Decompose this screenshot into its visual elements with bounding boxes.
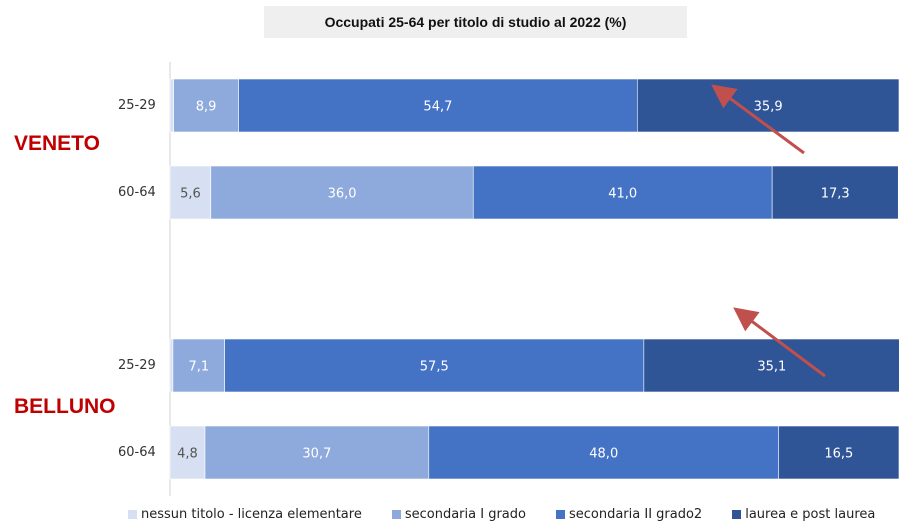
category-label-veneto-25-29: 25-29	[118, 98, 156, 113]
value-label-sec2-1: 41,0	[608, 187, 637, 202]
legend-item-sec1: secondaria I grado	[391, 507, 526, 522]
category-label-belluno-25-29: 25-29	[118, 358, 156, 373]
bar-segment-sec1-3	[204, 425, 430, 480]
bar-segment-nessun-1	[169, 165, 212, 220]
bar-segment-sec2-0	[238, 78, 638, 133]
legend-swatch-laurea	[732, 510, 742, 519]
legend-label-sec2: secondaria II grado2	[568, 507, 703, 522]
value-label-sec1-3: 30,7	[302, 447, 331, 462]
legend-item-nessun: nessun titolo - licenza elementare	[128, 507, 362, 522]
annotation-arrow-belluno	[733, 307, 826, 378]
region-label-belluno: BELLUNO	[14, 395, 116, 418]
value-label-nessun-1: 5,6	[180, 187, 201, 202]
value-label-sec2-0: 54,7	[423, 100, 452, 115]
value-label-laurea-1: 17,3	[821, 187, 850, 202]
bar-segment-sec2-3	[428, 425, 780, 480]
bar-segment-sec1-1	[210, 165, 474, 220]
legend-swatch-nessun	[128, 510, 137, 519]
category-label-veneto-60-64: 60-64	[118, 185, 156, 200]
value-label-laurea-2: 35,1	[757, 360, 786, 375]
bar-segment-laurea-0	[636, 78, 899, 133]
bar-segment-sec2-1	[472, 165, 773, 220]
region-label-veneto: VENETO	[14, 132, 100, 155]
bar-segment-nessun-3	[169, 425, 206, 480]
value-label-sec1-2: 7,1	[188, 360, 209, 375]
value-label-sec1-0: 8,9	[196, 100, 217, 115]
chart-legend: nessun titolo - licenza elementare secon…	[128, 507, 899, 522]
legend-label-sec1: secondaria I grado	[404, 507, 526, 522]
value-label-sec2-2: 57,5	[420, 360, 449, 375]
bar-segment-sec1-0	[173, 78, 239, 133]
chart-title: Occupati 25-64 per titolo di studio al 2…	[264, 6, 687, 38]
value-label-laurea-3: 16,5	[824, 447, 853, 462]
value-label-nessun-3: 4,8	[177, 447, 198, 462]
bar-segment-sec1-2	[172, 338, 225, 393]
annotation-arrow-veneto	[711, 84, 805, 155]
value-label-laurea-0: 35,9	[754, 100, 783, 115]
legend-swatch-sec2	[555, 510, 565, 519]
bar-segment-laurea-2	[643, 338, 899, 393]
legend-label-nessun: nessun titolo - licenza elementare	[141, 507, 362, 522]
value-label-sec2-3: 48,0	[589, 447, 618, 462]
category-label-belluno-60-64: 60-64	[118, 445, 156, 460]
legend-item-sec2: secondaria II grado2	[555, 507, 703, 522]
legend-item-laurea: laurea e post laurea	[732, 507, 875, 522]
legend-label-laurea: laurea e post laurea	[745, 507, 876, 522]
bar-segment-laurea-3	[778, 425, 899, 480]
value-label-sec1-1: 36,0	[328, 187, 357, 202]
bar-segment-laurea-1	[771, 165, 899, 220]
legend-swatch-sec1	[391, 510, 401, 519]
